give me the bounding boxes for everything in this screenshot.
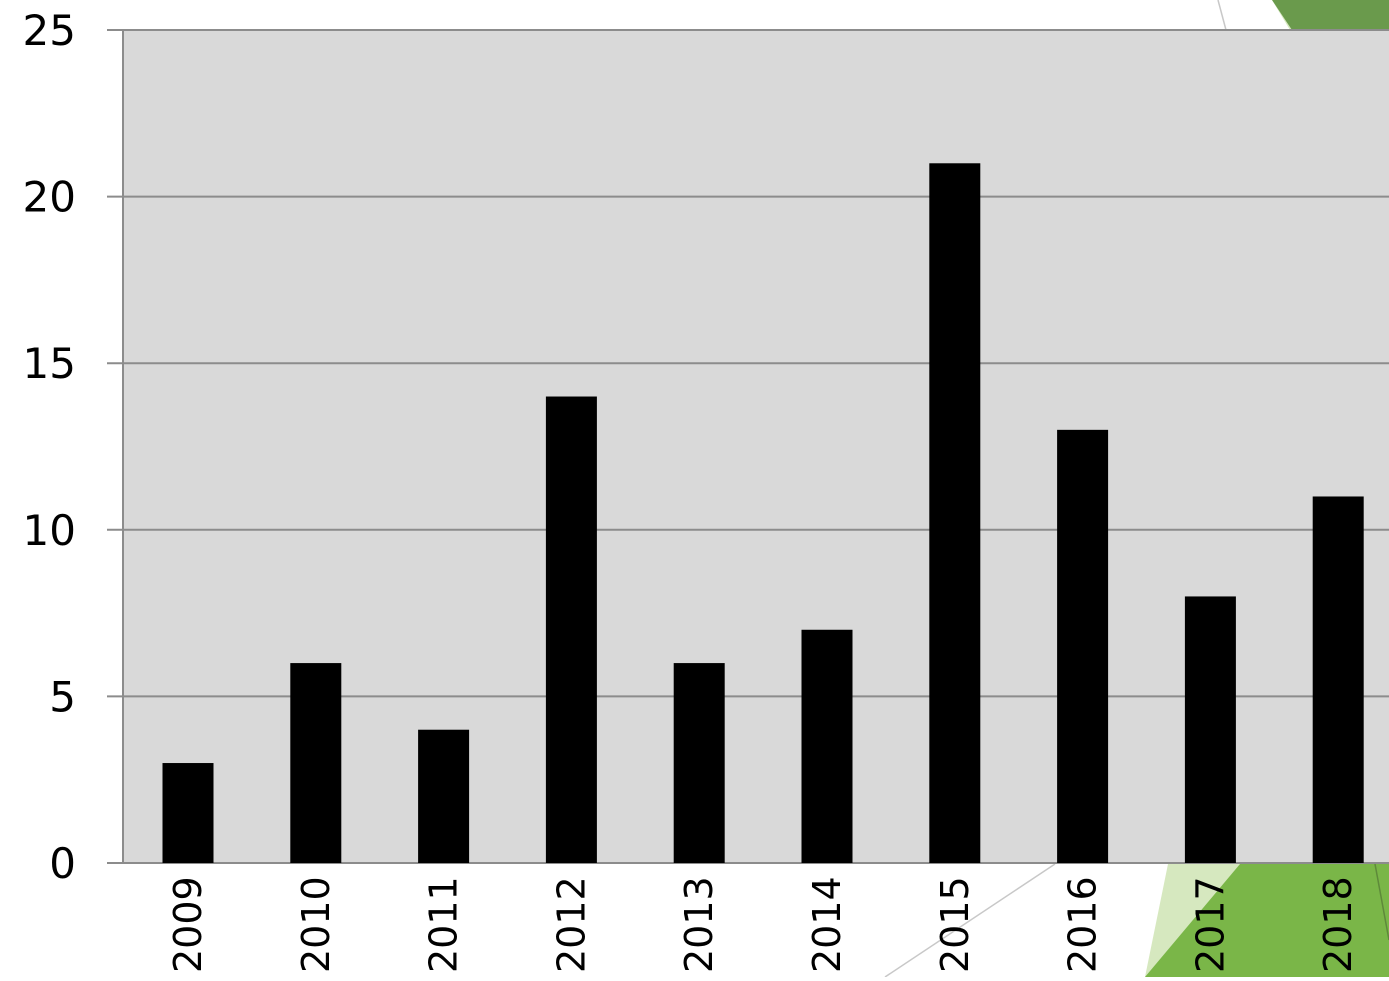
decor-line-bottom (884, 863, 1056, 978)
x-tick-label: 2010 (294, 876, 338, 973)
decor-green-bottom (1145, 864, 1389, 977)
bar-2015 (929, 163, 981, 863)
y-tick-label: 10 (23, 506, 76, 555)
x-tick-label: 2015 (933, 876, 977, 973)
bar-series (162, 163, 1364, 863)
y-tick-label: 5 (49, 672, 76, 721)
x-axis-tick-labels: 2009 2010 2011 2012 2013 2014 2015 2016 2017 2018 (166, 876, 1360, 973)
bar-2011 (418, 729, 470, 863)
x-tick-label: 2018 (1316, 876, 1360, 973)
x-tick-label: 2014 (805, 876, 849, 973)
decor-line-bottom-right (1374, 863, 1389, 941)
bar-2010 (290, 663, 342, 863)
slide-decoration (884, 0, 1389, 978)
y-tick-label: 25 (23, 6, 76, 55)
x-tick-label: 2017 (1188, 876, 1232, 973)
bar-2009 (162, 763, 214, 863)
x-tick-label: 2016 (1061, 876, 1105, 973)
x-tick-label: 2009 (166, 876, 210, 973)
x-tick-label: 2012 (549, 876, 593, 973)
bar-2017 (1184, 596, 1236, 863)
bar-2018 (1312, 496, 1364, 863)
bar-2014 (801, 629, 853, 863)
y-tick-label: 0 (49, 839, 76, 888)
y-tick-label: 15 (23, 339, 76, 388)
decor-dark-green-shape (1272, 0, 1389, 30)
bar-2012 (545, 396, 597, 863)
x-tick-label: 2011 (422, 876, 466, 973)
x-tick-label: 2013 (677, 876, 721, 973)
bar-2016 (1057, 429, 1109, 863)
y-axis-tick-labels: 0 5 10 15 20 25 (23, 6, 76, 888)
y-tick-label: 20 (23, 173, 76, 222)
bar-2013 (673, 663, 725, 863)
decor-line-top (1217, 0, 1227, 31)
